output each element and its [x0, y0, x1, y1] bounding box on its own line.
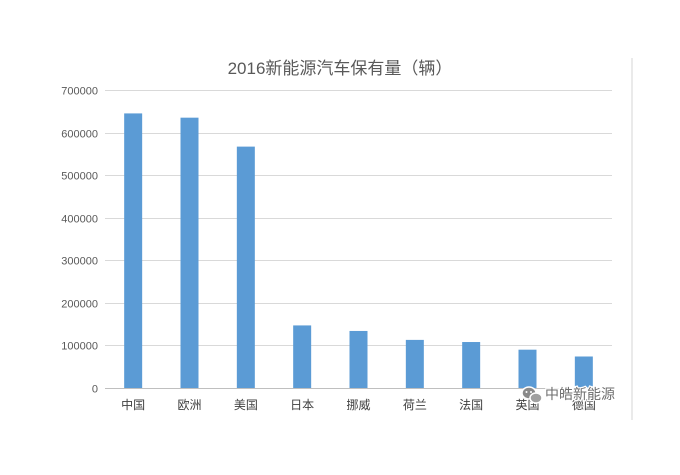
category-label: 荷兰: [403, 398, 427, 412]
bars: [124, 113, 593, 389]
bar-9: [574, 356, 593, 388]
y-tick-label: 400000: [61, 214, 98, 226]
category-label: 挪威: [346, 398, 370, 412]
bar-1: [124, 113, 143, 389]
category-label: 日本: [290, 398, 314, 412]
y-tick-label: 0: [92, 384, 98, 396]
category-label: 法国: [459, 398, 483, 412]
bar-7: [462, 342, 481, 388]
wechat-icon: [521, 386, 543, 404]
bar-6: [405, 339, 424, 388]
category-label: 中国: [121, 397, 145, 412]
y-tick-label: 100000: [61, 341, 98, 353]
y-tick-label: 600000: [61, 129, 98, 141]
category-label: 美国: [234, 398, 258, 412]
x-axis-category-labels: 中国 欧洲 美国 日本 挪威 荷兰 法国 英国 德国: [121, 397, 596, 412]
watermark: 中皓新能源: [521, 385, 616, 404]
bar-2: [180, 117, 199, 389]
bar-3: [236, 146, 255, 388]
bar-8: [518, 349, 537, 388]
bar-5: [349, 330, 368, 388]
chart-title: 2016新能源汽车保有量（辆）: [228, 59, 453, 78]
y-tick-label: 500000: [61, 171, 98, 183]
category-label: 德国: [572, 397, 596, 412]
y-axis-tick-labels: 0 100000 200000 300000 400000 500000 600000 700…: [61, 86, 98, 396]
watermark-text: 中皓新能源: [545, 386, 615, 402]
y-tick-label: 700000: [61, 86, 98, 98]
category-label: 欧洲: [177, 398, 201, 412]
y-tick-label: 200000: [61, 299, 98, 311]
y-tick-label: 300000: [61, 256, 98, 268]
bar-4: [293, 325, 312, 388]
